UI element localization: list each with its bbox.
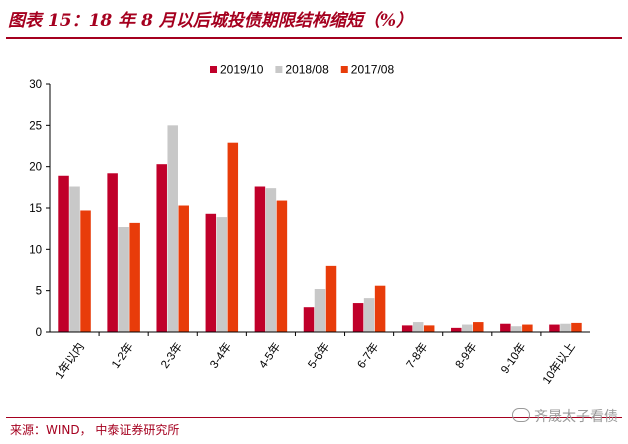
bar-2017/08-2-3年 <box>178 205 189 332</box>
bar-2017/08-1年以内 <box>80 210 91 332</box>
x-axis: 1年以内 1-2年 2-3年 3-4年 4-5年 5-6年 6-7年 7-8年 8-9年 9-10… <box>50 331 590 387</box>
bar-2017/08-8-9年 <box>473 322 484 332</box>
watermark: 齐晟太子看债 <box>512 406 618 426</box>
legend-swatch <box>275 66 283 73</box>
bar-2019/10-7-8年 <box>401 325 413 332</box>
legend-swatch <box>210 66 217 73</box>
bar-2018/08-4-5年 <box>265 188 277 332</box>
bar-2017/08-10年以上 <box>571 322 582 332</box>
bar-2018/08-7-8年 <box>412 322 424 332</box>
y-tick-label: 25 <box>29 120 42 132</box>
bar-2019/10-6-7年 <box>352 303 364 332</box>
bar-2017/08-3-4年 <box>227 142 239 332</box>
bar-2019/10-2-3年 <box>156 164 167 332</box>
x-tick-label: 2-3年 <box>157 340 185 371</box>
y-tick-label: 20 <box>29 162 42 174</box>
x-tick-label: 4-5年 <box>256 340 284 371</box>
x-tick-label: 1年以内 <box>52 340 87 382</box>
legend-label: 2019/10 <box>220 63 264 77</box>
bar-2019/10-1-2年 <box>107 173 118 332</box>
bar-2019/10-5-6年 <box>303 307 315 332</box>
wechat-icon <box>512 408 530 422</box>
bar-2018/08-1年以内 <box>69 186 80 332</box>
x-tick-label: 6-7年 <box>354 340 382 371</box>
x-tick-label: 3-4年 <box>207 340 235 371</box>
chart-legend: 2019/10 2018/08 2017/08 <box>210 63 394 77</box>
x-tick-label: 10年以上 <box>539 340 578 387</box>
source-note: 来源：WIND， 中泰证券研究所 <box>10 423 180 437</box>
y-axis: 0 5 10 15 20 25 30 <box>29 79 51 339</box>
x-tick-label: 9-10年 <box>497 340 528 376</box>
bar-2019/10-9-10年 <box>500 323 511 332</box>
bar-2019/10-1年以内 <box>58 175 69 332</box>
bar-2019/10-4-5年 <box>254 186 266 332</box>
y-tick-label: 30 <box>29 79 42 91</box>
legend-label: 2018/08 <box>285 63 329 77</box>
y-tick-label: 10 <box>29 244 42 256</box>
bar-2019/10-3-4年 <box>205 213 217 332</box>
bar-2017/08-6-7年 <box>374 285 386 332</box>
bar-2018/08-2-3年 <box>167 125 178 332</box>
bar-2017/08-9-10年 <box>522 324 533 332</box>
title-divider <box>6 37 622 39</box>
x-tick-label: 8-9年 <box>452 340 480 371</box>
bar-2018/08-5-6年 <box>314 289 326 332</box>
bar-2017/08-7-8年 <box>423 325 435 332</box>
bar-2017/08-4-5年 <box>276 200 288 332</box>
bar-2017/08-1-2年 <box>129 222 140 332</box>
x-tick-label: 1-2年 <box>108 340 136 371</box>
y-tick-label: 15 <box>29 203 42 215</box>
footer-divider <box>6 417 622 418</box>
x-tick-label: 7-8年 <box>403 340 431 371</box>
bar-2017/08-5-6年 <box>325 265 337 332</box>
y-tick-label: 5 <box>36 286 42 298</box>
bar-2018/08-1-2年 <box>118 227 129 332</box>
chart-title: 图表 15：18 年 8 月以后城投债期限结构缩短（%） <box>8 11 413 31</box>
y-tick-label: 0 <box>36 327 42 339</box>
legend-swatch <box>340 66 348 73</box>
bar-2019/10-8-9年 <box>451 327 462 332</box>
bar-2018/08-3-4年 <box>216 217 228 332</box>
legend-label: 2017/08 <box>351 63 395 77</box>
x-tick-label: 5-6年 <box>305 340 333 371</box>
watermark-text: 齐晟太子看债 <box>534 409 618 425</box>
bar-2018/08-8-9年 <box>462 324 473 332</box>
bar-series-group <box>58 125 582 332</box>
bar-2019/10-10年以上 <box>549 324 560 332</box>
bar-2018/08-9-10年 <box>511 326 522 332</box>
bar-2018/08-6-7年 <box>363 298 375 332</box>
bar-2018/08-10年以上 <box>560 323 571 332</box>
